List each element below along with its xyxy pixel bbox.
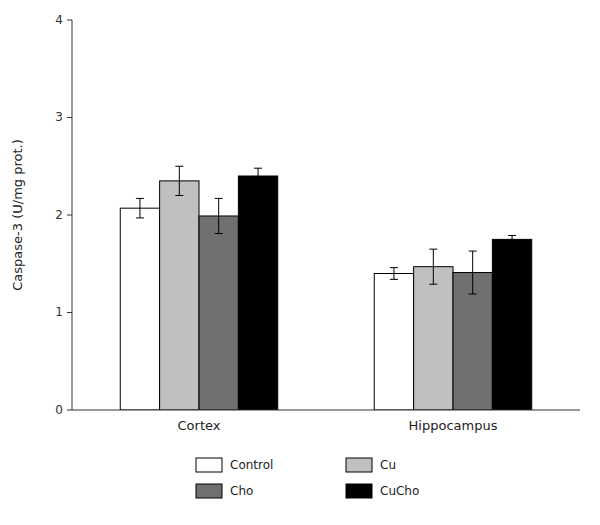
legend-swatch — [346, 484, 372, 498]
x-tick-label: Hippocampus — [409, 418, 498, 433]
chart: 0 1 2 3 4 Cortex Hippocampus Caspase-3 (U/mg pr… — [0, 0, 600, 525]
y-tick — [67, 20, 72, 21]
error-bar — [429, 249, 437, 284]
y-tick-label: 2 — [55, 208, 63, 222]
error-bar — [469, 251, 477, 294]
bar — [238, 176, 277, 410]
legend-label: Cu — [380, 458, 396, 472]
bars — [120, 166, 531, 410]
y-tick — [67, 410, 72, 411]
bar — [374, 274, 413, 411]
bar — [160, 181, 199, 410]
x-axis-line — [72, 410, 580, 411]
error-bar — [254, 168, 262, 184]
legend-swatch — [196, 458, 222, 472]
bar — [492, 239, 531, 410]
error-bar — [175, 166, 183, 195]
y-axis-label: Caspase-3 (U/mg prot.) — [10, 139, 25, 290]
bar — [414, 267, 453, 410]
y-tick-label: 0 — [55, 403, 63, 417]
legend: ControlCuChoCuCho — [196, 458, 419, 499]
y-tick-label: 1 — [55, 305, 63, 319]
error-bar — [215, 198, 223, 233]
y-tick — [67, 312, 72, 313]
legend-swatch — [346, 458, 372, 472]
y-tick-label: 3 — [55, 110, 63, 124]
legend-label: Cho — [230, 484, 253, 498]
y-tick — [67, 215, 72, 216]
error-bar — [136, 198, 144, 218]
y-tick — [67, 117, 72, 118]
error-bar — [508, 235, 516, 243]
bar — [199, 216, 238, 410]
legend-label: CuCho — [380, 484, 419, 498]
bar — [120, 208, 159, 410]
x-tick-label: Cortex — [178, 418, 221, 433]
y-tick-label: 4 — [55, 13, 63, 27]
chart-container: 0 1 2 3 4 Cortex Hippocampus Caspase-3 (U/mg pr… — [0, 0, 600, 525]
error-bar — [390, 268, 398, 280]
legend-label: Control — [230, 458, 273, 472]
legend-swatch — [196, 484, 222, 498]
